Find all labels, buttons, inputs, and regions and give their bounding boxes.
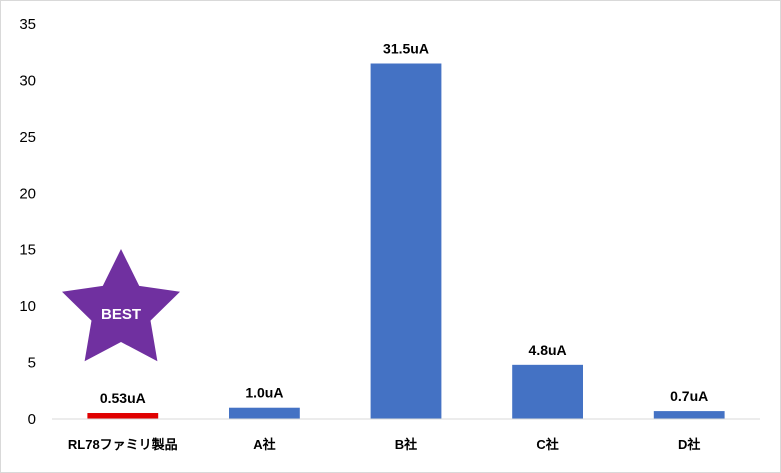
star-icon [62, 249, 180, 362]
bar [87, 413, 159, 419]
y-tick-label: 30 [19, 72, 36, 89]
data-label: 4.8uA [529, 342, 567, 358]
category-label: C社 [536, 437, 558, 452]
y-tick-label: 0 [28, 411, 36, 428]
best-badge-label: BEST [101, 306, 141, 323]
category-labels: RL78ファミリ製品 A社 B社 C社 D社 [68, 437, 700, 452]
y-axis-ticks: 0 5 10 15 20 25 30 35 [19, 16, 36, 428]
bar [512, 364, 583, 419]
category-label: RL78ファミリ製品 [68, 437, 178, 452]
data-label: 1.0uA [245, 385, 283, 401]
data-label: 0.53uA [100, 390, 146, 406]
bar [653, 411, 725, 419]
category-label: B社 [395, 437, 417, 452]
category-label: D社 [678, 437, 700, 452]
data-labels: 0.53uA 1.0uA 31.5uA 4.8uA 0.7uA [100, 41, 708, 407]
category-label: A社 [253, 437, 275, 452]
bar [370, 63, 442, 419]
y-tick-label: 5 [28, 355, 36, 372]
y-tick-label: 35 [19, 16, 36, 33]
y-tick-label: 20 [19, 185, 36, 202]
data-label: 31.5uA [383, 41, 429, 57]
y-tick-label: 25 [19, 129, 36, 146]
bar [229, 407, 300, 419]
y-tick-label: 15 [19, 242, 36, 259]
data-label: 0.7uA [670, 388, 708, 404]
bars [87, 63, 725, 419]
best-badge: BEST [62, 249, 180, 362]
y-tick-label: 10 [19, 298, 36, 315]
